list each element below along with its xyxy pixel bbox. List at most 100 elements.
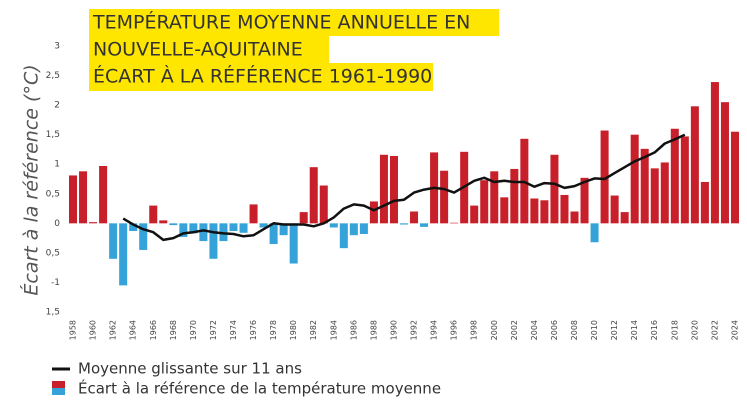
y-tick-label: 2,5: [46, 71, 60, 81]
x-tick-label: 1992: [410, 320, 419, 340]
bar: [119, 223, 128, 286]
x-tick-label: 2024: [730, 320, 739, 340]
x-tick-label: 1994: [430, 320, 439, 340]
bar: [309, 167, 318, 224]
bar: [670, 128, 679, 224]
x-tick-label: 1998: [470, 320, 479, 340]
y-tick-label: 3: [54, 42, 60, 52]
bar: [640, 148, 649, 224]
y-tick-label: 1,5: [46, 130, 60, 140]
bar: [550, 154, 559, 224]
x-tick-label: 1982: [309, 320, 318, 340]
bar: [379, 154, 388, 224]
x-tick-label: 1984: [329, 320, 338, 340]
x-tick-label: 2014: [630, 320, 639, 340]
bar: [450, 222, 459, 224]
chart-title: ÉCART À LA RÉFÉRENCE 1961-1990: [93, 65, 432, 88]
bar: [440, 170, 449, 224]
bar: [680, 136, 689, 224]
x-tick-label: 1970: [189, 320, 198, 340]
bar: [249, 204, 258, 224]
x-tick-label: 1974: [229, 320, 238, 340]
x-tick-label: 1986: [349, 320, 358, 340]
legend-label: Écart à la référence de la température m…: [78, 379, 441, 398]
bar: [600, 130, 609, 224]
bar: [530, 198, 539, 224]
legend-swatch: [52, 388, 65, 395]
bar: [690, 106, 699, 224]
bar: [490, 171, 499, 224]
bar: [730, 131, 739, 224]
chart-title: NOUVELLE-AQUITAINE: [93, 39, 303, 61]
x-tick-label: 1972: [209, 320, 218, 340]
bar: [480, 180, 489, 224]
y-axis-label: Écart à la référence (°C): [20, 64, 43, 295]
bar: [700, 181, 709, 224]
title-highlight: [89, 36, 329, 63]
x-tick-label: 1988: [369, 320, 378, 340]
y-tick-label: 1,5: [46, 308, 60, 318]
bar: [620, 212, 629, 224]
bar: [149, 205, 158, 224]
bar: [660, 162, 669, 224]
x-tick-label: 1980: [289, 320, 298, 340]
bar: [610, 195, 619, 224]
bar: [99, 165, 108, 224]
bar: [289, 223, 298, 264]
x-tick-label: 1968: [169, 320, 178, 340]
bar: [319, 185, 328, 224]
x-tick-label: 2004: [530, 320, 539, 340]
bar: [570, 211, 579, 224]
bar: [329, 223, 338, 228]
bar: [399, 223, 409, 225]
bar: [580, 177, 589, 224]
y-tick-label: 1: [54, 160, 60, 170]
bar: [410, 211, 419, 224]
title-highlight: [89, 9, 499, 36]
bar: [369, 201, 378, 224]
x-tick-label: 2010: [590, 320, 599, 340]
x-tick-label: 1958: [69, 320, 78, 340]
x-tick-label: 1990: [389, 320, 398, 340]
bar: [540, 200, 549, 224]
x-tick-label: 1960: [89, 320, 98, 340]
x-tick-label: 2022: [710, 320, 719, 340]
bar: [159, 220, 168, 224]
x-tick-label: 2002: [510, 320, 519, 340]
bar: [630, 134, 639, 224]
bar: [269, 223, 278, 245]
bar: [79, 171, 88, 224]
x-tick-label: 2012: [610, 320, 619, 340]
bar: [420, 223, 429, 227]
bar: [339, 223, 348, 249]
x-tick-label: 1996: [450, 320, 459, 340]
bar: [229, 223, 238, 232]
x-tick-label: 2018: [670, 320, 679, 340]
bar: [239, 223, 248, 233]
bar: [500, 197, 509, 224]
chart-title: TEMPÉRATURE MOYENNE ANNUELLE EN: [92, 11, 470, 34]
bar: [710, 82, 719, 224]
x-tick-label: 2008: [570, 320, 579, 340]
bar: [560, 194, 569, 224]
y-tick-label: 0,5: [46, 189, 60, 199]
bar: [179, 223, 188, 237]
y-tick-label: 0,5: [46, 248, 60, 258]
bar: [359, 223, 368, 234]
bar: [389, 155, 398, 224]
legend-swatch: [52, 381, 65, 388]
bar: [470, 205, 479, 224]
x-tick-label: 2006: [550, 320, 559, 340]
bar: [189, 223, 198, 234]
title-highlight: [89, 63, 433, 91]
moving-average-line: [122, 133, 686, 242]
y-tick-label: -1: [51, 278, 60, 288]
bar: [199, 223, 208, 242]
bar: [109, 223, 118, 259]
x-tick-label: 1962: [109, 320, 118, 340]
bar: [279, 223, 288, 236]
legend-label: Moyenne glissante sur 11 ans: [78, 360, 302, 378]
x-tick-label: 2016: [650, 320, 659, 340]
x-tick-label: 1964: [129, 320, 138, 340]
